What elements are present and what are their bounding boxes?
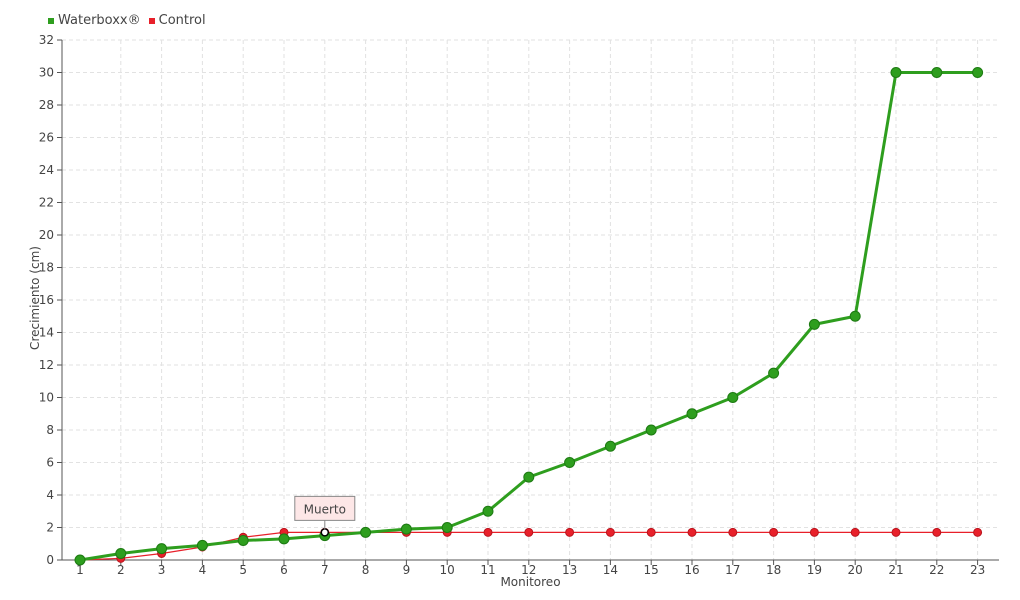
x-tick-label: 7 xyxy=(321,563,329,577)
chart-legend: Waterboxx® Control xyxy=(48,13,214,28)
data-point-control xyxy=(483,527,493,537)
data-point-waterboxx xyxy=(360,526,372,538)
data-point-control xyxy=(973,527,983,537)
y-tick-label: 0 xyxy=(46,553,54,567)
y-tick-label: 32 xyxy=(39,33,54,47)
x-tick-label: 8 xyxy=(362,563,370,577)
x-tick-label: 19 xyxy=(807,563,822,577)
annotation-marker xyxy=(320,528,330,537)
data-point-waterboxx xyxy=(237,535,249,546)
data-point-waterboxx xyxy=(115,548,127,559)
annotation-label: Muerto xyxy=(304,502,346,516)
x-tick-label: 22 xyxy=(929,563,944,577)
data-point-waterboxx xyxy=(523,471,535,483)
x-tick-label: 9 xyxy=(403,563,411,577)
x-tick-label: 15 xyxy=(644,563,659,577)
y-tick-label: 24 xyxy=(39,163,54,177)
x-tick-label: 3 xyxy=(158,563,166,577)
y-tick-label: 30 xyxy=(39,66,54,80)
legend-item-control[interactable]: Control xyxy=(148,13,206,28)
x-tick-label: 14 xyxy=(603,563,618,577)
data-point-waterboxx xyxy=(482,505,494,517)
data-point-waterboxx xyxy=(686,408,698,420)
x-tick-label: 21 xyxy=(888,563,903,577)
y-tick-label: 12 xyxy=(39,358,54,372)
x-tick-label: 18 xyxy=(766,563,781,577)
y-tick-label: 14 xyxy=(39,326,54,340)
data-point-control xyxy=(932,527,942,537)
x-tick-label: 10 xyxy=(440,563,455,577)
legend-swatch-control xyxy=(148,17,155,24)
data-point-waterboxx xyxy=(727,392,739,403)
legend-label-waterboxx: Waterboxx® xyxy=(58,13,141,28)
y-tick-label: 20 xyxy=(39,228,54,242)
y-tick-label: 2 xyxy=(46,521,54,535)
x-tick-label: 16 xyxy=(684,563,699,577)
data-point-control xyxy=(605,527,615,537)
x-tick-label: 13 xyxy=(562,563,577,577)
x-tick-label: 20 xyxy=(848,563,863,577)
x-tick-label: 4 xyxy=(199,563,207,577)
data-point-waterboxx xyxy=(645,424,657,436)
x-tick-label: 1 xyxy=(76,563,84,577)
x-tick-label: 6 xyxy=(280,563,288,577)
x-axis-label: Monitoreo xyxy=(500,575,560,589)
x-tick-label: 5 xyxy=(239,563,247,577)
legend-swatch-waterboxx xyxy=(48,17,54,24)
data-point-waterboxx xyxy=(890,67,902,78)
data-point-control xyxy=(524,527,534,537)
data-point-control xyxy=(891,527,901,537)
y-tick-label: 16 xyxy=(39,293,54,307)
y-tick-label: 4 xyxy=(46,488,54,502)
annotation-box xyxy=(294,495,356,521)
y-tick-label: 10 xyxy=(39,391,54,405)
x-tick-label: 11 xyxy=(480,563,495,577)
legend-item-waterboxx[interactable]: Waterboxx® xyxy=(48,13,141,28)
y-tick-label: 8 xyxy=(46,423,54,437)
y-tick-label: 28 xyxy=(39,98,54,112)
data-point-waterboxx xyxy=(74,554,86,566)
data-point-waterboxx xyxy=(278,533,290,545)
y-tick-label: 6 xyxy=(46,456,54,470)
data-point-control xyxy=(687,527,697,537)
data-point-waterboxx xyxy=(196,539,208,551)
data-point-waterboxx xyxy=(441,522,453,533)
data-point-waterboxx xyxy=(931,67,943,78)
data-point-waterboxx xyxy=(564,457,576,468)
y-tick-label: 22 xyxy=(39,196,54,210)
data-point-waterboxx xyxy=(972,67,984,78)
y-tick-label: 18 xyxy=(39,261,54,275)
x-tick-label: 23 xyxy=(970,563,985,577)
data-point-control xyxy=(565,527,575,537)
data-point-waterboxx xyxy=(768,367,780,379)
legend-label-control: Control xyxy=(158,13,206,28)
data-point-control xyxy=(728,527,738,537)
data-point-waterboxx xyxy=(400,523,412,535)
data-point-waterboxx xyxy=(849,310,861,322)
y-axis-label: Crecimiento (cm) xyxy=(28,246,42,350)
data-point-control xyxy=(809,527,819,537)
data-point-control xyxy=(646,527,656,537)
data-point-control xyxy=(850,527,860,537)
data-point-control xyxy=(769,527,779,537)
data-point-waterboxx xyxy=(808,318,820,330)
data-point-waterboxx xyxy=(156,543,168,555)
x-tick-label: 17 xyxy=(725,563,740,577)
y-tick-label: 26 xyxy=(39,131,54,145)
data-point-waterboxx xyxy=(604,440,616,452)
x-tick-label: 2 xyxy=(117,563,125,577)
x-tick-label: 12 xyxy=(521,563,536,577)
